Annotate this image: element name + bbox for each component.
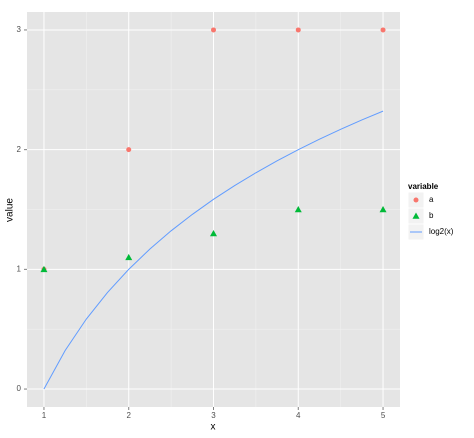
y-axis-title: value: [5, 198, 16, 222]
triangle-point: [40, 265, 48, 273]
x-tick-label: 2: [127, 411, 132, 420]
circle-point: [295, 27, 301, 33]
legend-title: variable: [408, 182, 439, 191]
circle-point: [380, 27, 386, 33]
legend-label: log2(x): [429, 227, 454, 236]
line-series: [43, 110, 384, 390]
y-tick-label: 0: [17, 384, 22, 393]
legend-symbol: [413, 197, 419, 203]
triangle-point: [379, 206, 387, 213]
x-axis-title: x: [211, 422, 216, 433]
y-tick-label: 1: [17, 264, 22, 273]
x-tick-label: 3: [211, 411, 216, 420]
y-tick-label: 2: [17, 145, 22, 154]
legend-label: b: [429, 211, 434, 220]
circle-point: [126, 147, 132, 153]
x-tick-label: 5: [381, 411, 386, 420]
circle-point: [211, 27, 216, 33]
triangle-point: [125, 253, 133, 261]
triangle-point: [210, 229, 217, 237]
x-tick-label: 1: [42, 411, 47, 420]
y-tick-label: 3: [17, 25, 22, 34]
triangle-point: [294, 206, 302, 213]
legend-symbol: [412, 212, 420, 219]
legend-label: a: [429, 195, 434, 204]
x-tick-label: 4: [296, 411, 301, 420]
marks: [40, 27, 387, 390]
